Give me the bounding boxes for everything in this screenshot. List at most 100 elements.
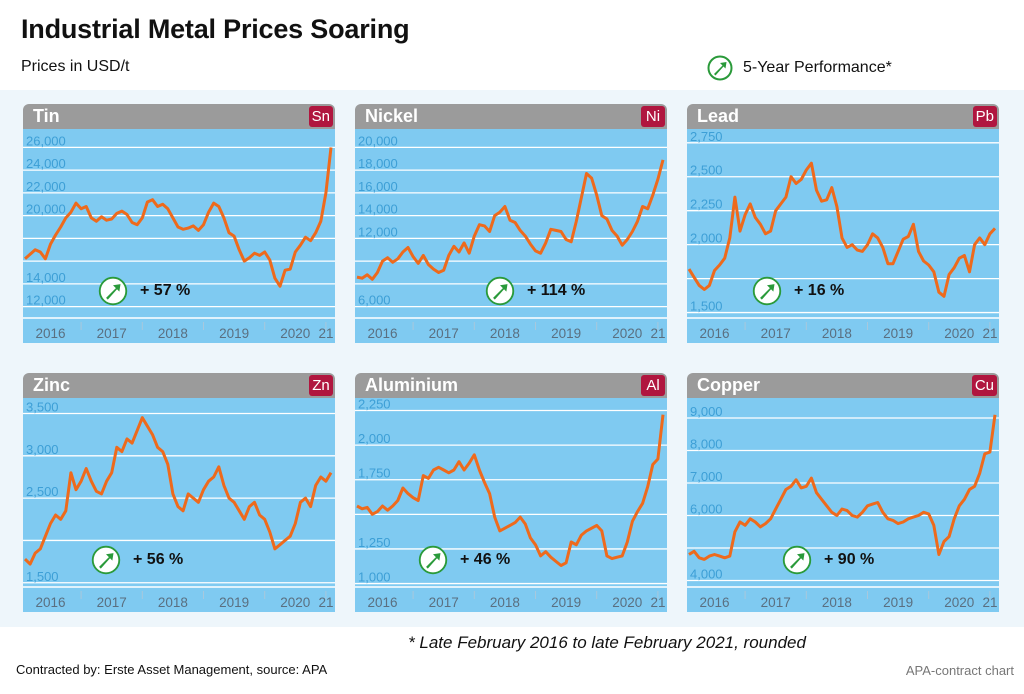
x-tick-label: 2020 xyxy=(612,595,642,610)
legend-label: 5-Year Performance* xyxy=(743,59,892,76)
source-note: Contracted by: Erste Asset Management, s… xyxy=(16,662,328,677)
line-chart: 6,000 12,000 14,000 16,000 18,000 20,000 2016 2… xyxy=(355,129,667,343)
panel-header: Zinc Zn xyxy=(23,373,335,398)
chart-panel-lead: Lead Pb 1,500 2,000 2,250 2,500 2,750 2016 2017 2… xyxy=(687,104,999,343)
panel-header: Tin Sn xyxy=(23,104,335,129)
y-tick-label: 2,750 xyxy=(690,129,723,144)
plot-background xyxy=(23,398,335,612)
x-tick-label: 2018 xyxy=(490,326,520,341)
panel-title: Copper xyxy=(697,375,760,395)
y-tick-label: 20,000 xyxy=(358,133,398,148)
brand-note: APA-contract chart xyxy=(905,663,1014,678)
x-tick-label: 2017 xyxy=(761,595,791,610)
y-tick-label: 26,000 xyxy=(26,133,66,148)
panel-header: Aluminium Al xyxy=(355,373,667,398)
price-line xyxy=(688,414,997,561)
panel-title: Tin xyxy=(33,106,60,126)
line-chart: 1,000 1,250 1,750 2,000 2,250 2016 2017 2018 201… xyxy=(355,398,667,612)
x-tick-label: 21 xyxy=(318,595,333,610)
x-tick-label: 21 xyxy=(650,326,665,341)
price-line xyxy=(23,416,333,566)
up-arrow-circle-icon xyxy=(91,545,121,575)
x-tick-label: 2016 xyxy=(35,595,65,610)
element-symbol-badge: Al xyxy=(641,375,665,396)
y-tick-label: 18,000 xyxy=(358,156,398,171)
x-tick-label: 2019 xyxy=(883,326,913,341)
price-line xyxy=(687,161,997,298)
plot-background xyxy=(355,129,667,343)
panel-title: Nickel xyxy=(365,106,419,126)
x-tick-label: 2018 xyxy=(158,326,188,341)
panel-title: Zinc xyxy=(33,375,71,395)
x-tick-label: 2017 xyxy=(429,595,459,610)
chart-panel-nickel: Nickel Ni 6,000 12,000 14,000 16,000 18,000 20,… xyxy=(355,104,667,343)
y-tick-label: 2,500 xyxy=(26,484,59,499)
up-arrow-circle-icon xyxy=(485,276,515,306)
x-tick-label: 2016 xyxy=(699,326,729,341)
performance-badge: + 114 % xyxy=(485,276,585,306)
y-tick-label: 6,000 xyxy=(690,502,723,517)
legend: 5-Year Performance* xyxy=(707,55,892,81)
element-symbol-badge: Pb xyxy=(972,106,997,127)
x-tick-label: 2019 xyxy=(551,595,581,610)
up-arrow-circle-icon xyxy=(707,55,733,81)
x-tick-label: 2020 xyxy=(944,595,974,610)
panel-header: Lead Pb xyxy=(687,104,999,129)
line-chart: 1,500 2,500 3,000 3,500 2016 2017 2018 2019 2020… xyxy=(23,398,335,612)
y-tick-label: 2,250 xyxy=(690,197,723,212)
y-tick-label: 16,000 xyxy=(358,179,398,194)
x-tick-label: 2019 xyxy=(883,595,913,610)
y-tick-label: 1,250 xyxy=(358,535,391,550)
performance-value: + 46 % xyxy=(460,551,511,568)
x-tick-label: 2017 xyxy=(761,326,791,341)
performance-value: + 57 % xyxy=(140,282,191,299)
x-tick-label: 21 xyxy=(650,595,665,610)
x-tick-label: 2019 xyxy=(551,326,581,341)
y-tick-label: 2,000 xyxy=(690,231,723,246)
y-tick-label: 1,000 xyxy=(358,570,391,585)
y-tick-label: 2,000 xyxy=(358,431,391,446)
x-tick-label: 2018 xyxy=(822,595,852,610)
x-tick-label: 2016 xyxy=(699,595,729,610)
performance-value: + 90 % xyxy=(824,551,875,568)
performance-badge: + 57 % xyxy=(98,276,190,306)
performance-badge: + 46 % xyxy=(418,545,510,575)
y-tick-label: 20,000 xyxy=(26,202,66,217)
panel-header: Nickel Ni xyxy=(355,104,667,129)
performance-value: + 56 % xyxy=(133,551,184,568)
x-tick-label: 2016 xyxy=(367,326,397,341)
chart-title: Industrial Metal Prices Soaring xyxy=(21,14,410,44)
x-tick-label: 2020 xyxy=(612,326,642,341)
performance-value: + 16 % xyxy=(794,282,845,299)
y-tick-label: 12,000 xyxy=(358,224,398,239)
x-tick-label: 2016 xyxy=(367,595,397,610)
chart-panel-aluminium: Aluminium Al 1,000 1,250 1,750 2,000 2,250 2016… xyxy=(355,373,667,612)
y-tick-label: 12,000 xyxy=(26,293,66,308)
x-tick-label: 2018 xyxy=(158,595,188,610)
performance-badge: + 90 % xyxy=(782,545,874,575)
x-tick-label: 2019 xyxy=(219,326,249,341)
x-tick-label: 2020 xyxy=(280,326,310,341)
footnote: * Late February 2016 to late February 20… xyxy=(408,633,806,652)
performance-badge: + 56 % xyxy=(91,545,183,575)
y-tick-label: 2,500 xyxy=(690,163,723,178)
y-tick-label: 14,000 xyxy=(26,270,66,285)
x-tick-label: 21 xyxy=(318,326,333,341)
chart-subtitle: Prices in USD/t xyxy=(21,58,130,75)
y-tick-label: 4,000 xyxy=(690,567,723,582)
x-tick-label: 21 xyxy=(982,326,997,341)
element-symbol-badge: Cu xyxy=(971,375,997,396)
y-tick-label: 2,250 xyxy=(358,398,391,412)
up-arrow-circle-icon xyxy=(418,545,448,575)
up-arrow-circle-icon xyxy=(98,276,128,306)
line-chart: 1,500 2,000 2,250 2,500 2,750 2016 2017 2018 201… xyxy=(687,129,999,343)
panel-header: Copper Cu xyxy=(687,373,999,398)
x-tick-label: 21 xyxy=(982,595,997,610)
plot-background xyxy=(23,129,335,343)
x-tick-label: 2017 xyxy=(97,326,127,341)
price-line xyxy=(24,147,333,288)
x-tick-label: 2020 xyxy=(944,326,974,341)
y-tick-label: 9,000 xyxy=(690,404,723,419)
x-tick-label: 2016 xyxy=(35,326,65,341)
chart-panel-tin: Tin Sn 12,000 14,000 20,000 22,000 24,000 26,00… xyxy=(23,104,335,343)
